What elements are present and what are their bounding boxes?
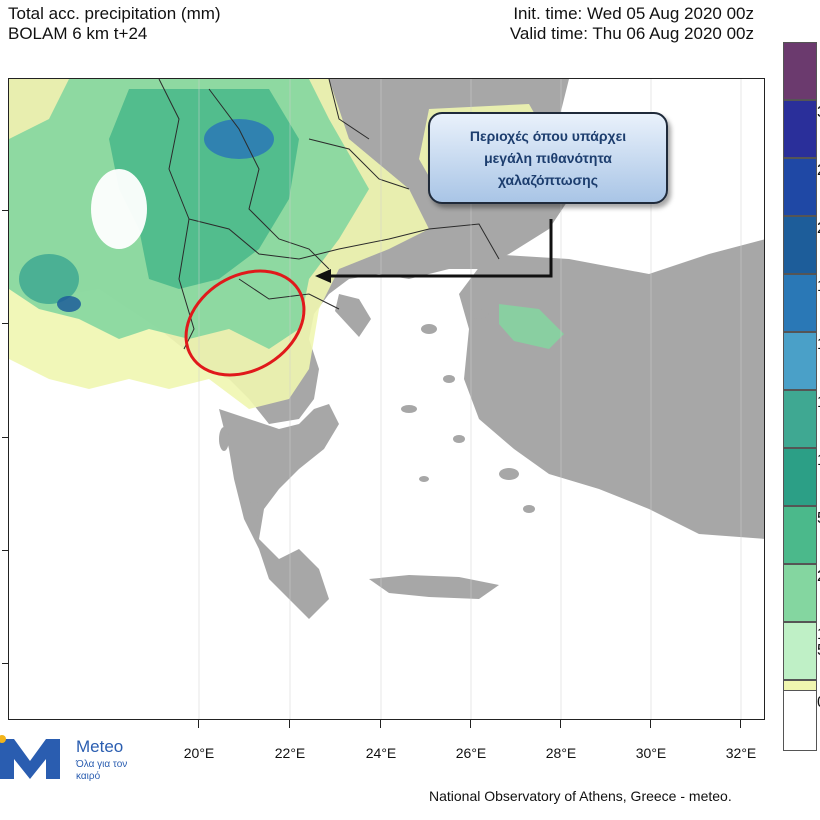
time-info: Init. time: Wed 05 Aug 2020 00z Valid ti… xyxy=(510,4,754,44)
title-line-2: BOLAM 6 km t+24 xyxy=(8,24,148,43)
island xyxy=(419,476,429,482)
legend-swatch xyxy=(783,100,817,158)
legend-label: 1 xyxy=(817,336,820,354)
island xyxy=(523,505,535,513)
legend-label: 5 xyxy=(817,510,820,528)
precipitation-field xyxy=(9,79,564,409)
island xyxy=(469,309,489,319)
logo-brand: Meteo xyxy=(76,737,124,756)
callout-text: Περιοχές όπου υπάρχει μεγάλη πιθανότητα … xyxy=(469,128,627,188)
lat-tick xyxy=(2,210,9,211)
lat-tick xyxy=(2,323,9,324)
island xyxy=(421,324,437,334)
longitude-label-22e: 22°E xyxy=(274,745,306,761)
legend-swatch xyxy=(783,690,817,751)
border-line xyxy=(308,138,410,190)
hail-callout-box: Περιοχές όπου υπάρχει μεγάλη πιθανότητα … xyxy=(428,112,668,204)
chalkidiki-peninsula xyxy=(335,294,371,337)
border-line xyxy=(208,88,330,270)
country-borders xyxy=(158,79,500,350)
island xyxy=(482,365,496,373)
precip-core xyxy=(19,254,79,304)
legend-label: 5 xyxy=(817,642,820,660)
lon-tick xyxy=(380,720,381,728)
title-line-1: Total acc. precipitation (mm) xyxy=(8,4,221,23)
longitude-label-32e: 32°E xyxy=(725,745,757,761)
legend-swatch xyxy=(783,448,817,506)
island xyxy=(443,375,455,383)
longitude-label-28e: 28°E xyxy=(545,745,577,761)
lon-tick xyxy=(198,720,199,728)
legend-swatch xyxy=(783,158,817,216)
legend-swatch xyxy=(783,622,817,680)
legend-label: 0 xyxy=(817,694,820,712)
legend-swatch xyxy=(783,332,817,390)
valid-time: Valid time: Thu 06 Aug 2020 00z xyxy=(509,24,754,43)
init-time: Init. time: Wed 05 Aug 2020 00z xyxy=(513,4,754,23)
legend-label: 1 xyxy=(817,626,820,644)
border-line xyxy=(238,278,340,310)
longitude-label-30e: 30°E xyxy=(635,745,667,761)
lat-tick xyxy=(2,550,9,551)
island xyxy=(401,405,417,413)
greece-mainland xyxy=(219,404,339,619)
legend-label: 2 xyxy=(817,220,820,238)
legend-swatch xyxy=(783,274,817,332)
legend-label: 1 xyxy=(817,394,820,412)
island xyxy=(499,468,519,480)
legend-swatch xyxy=(783,216,817,274)
lat-tick xyxy=(2,663,9,664)
meteo-logo: Meteo Όλα για τον καιρό xyxy=(0,735,140,785)
logo-tagline: Όλα για τον καιρό xyxy=(76,759,128,782)
lon-tick xyxy=(740,720,741,728)
lon-tick xyxy=(289,720,290,728)
precip-core xyxy=(57,296,81,312)
meteo-logo-icon xyxy=(0,735,60,779)
lon-tick xyxy=(650,720,651,728)
island xyxy=(453,435,465,443)
legend-label: 3 xyxy=(817,104,820,122)
island xyxy=(248,501,260,517)
longitude-label-26e: 26°E xyxy=(455,745,487,761)
precipitation-legend: 3 2 2 1 1 1 1 5 2 1 5 0 xyxy=(783,42,820,751)
arrow-line xyxy=(329,219,553,278)
legend-label: 2 xyxy=(817,568,820,586)
dry-patch xyxy=(91,169,147,249)
map-title: Total acc. precipitation (mm) BOLAM 6 km… xyxy=(8,4,221,44)
legend-swatch xyxy=(783,42,817,100)
legend-swatch xyxy=(783,564,817,622)
longitude-label-24e: 24°E xyxy=(365,745,397,761)
arrow-head xyxy=(315,269,331,283)
precip-core xyxy=(204,119,274,159)
border-line xyxy=(328,79,370,140)
crete-island xyxy=(369,575,499,599)
legend-swatch xyxy=(783,506,817,564)
lon-tick xyxy=(560,720,561,728)
aegean-islands xyxy=(219,309,535,517)
legend-swatch xyxy=(783,390,817,448)
footer-credit: National Observatory of Athens, Greece -… xyxy=(429,788,732,804)
legend-label: 1 xyxy=(817,452,820,470)
precip-east xyxy=(499,304,564,349)
longitude-label-20e: 20°E xyxy=(183,745,215,761)
hail-risk-ellipse xyxy=(184,269,306,377)
border-line xyxy=(188,218,500,260)
island xyxy=(219,427,229,451)
callout-arrow xyxy=(329,219,553,278)
legend-label: 2 xyxy=(817,162,820,180)
legend-label: 1 xyxy=(817,278,820,296)
lon-tick xyxy=(470,720,471,728)
lat-tick xyxy=(2,437,9,438)
map-canvas xyxy=(9,79,764,719)
